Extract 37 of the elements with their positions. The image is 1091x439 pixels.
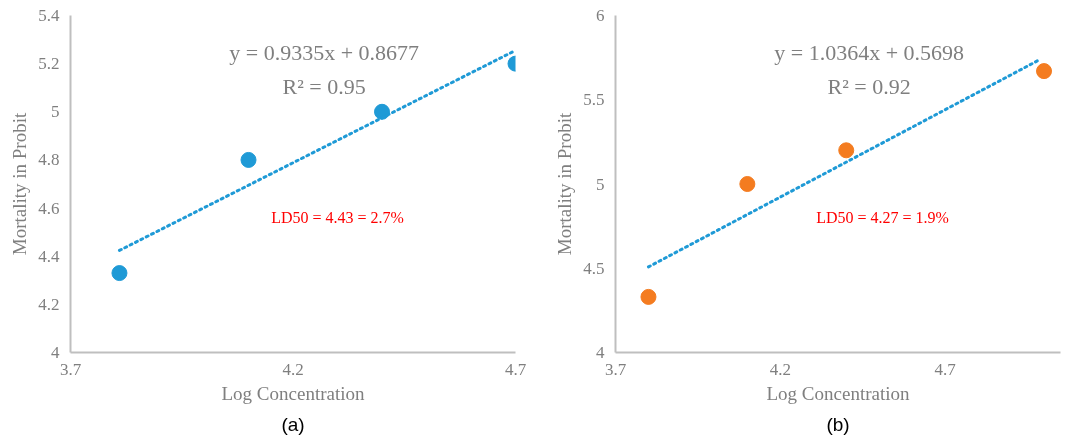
y-tick-label: 4.2 <box>38 294 60 314</box>
y-tick-label: 5 <box>51 102 60 122</box>
y-tick-label: 5 <box>596 174 605 194</box>
y-tick-label: 4 <box>51 343 60 362</box>
text: (b) <box>826 413 850 435</box>
y-tick-label: 5.5 <box>583 90 605 110</box>
x-axis-title: Log Concentration <box>221 382 365 404</box>
annotation: y = 0.9335x + 0.8677 <box>229 40 420 66</box>
y-tick-label: 4.4 <box>38 246 60 266</box>
y-axis-title: Mortality in Probit <box>9 112 31 256</box>
x-tick-label: 3.7 <box>59 359 82 379</box>
point <box>838 142 855 159</box>
text: (a) <box>281 413 305 435</box>
point <box>240 151 257 168</box>
x-tick-label: 3.7 <box>604 359 627 379</box>
y-tick-label: 4 <box>596 343 605 362</box>
annotation: LD50 = 4.43 = 2.7% <box>271 209 404 227</box>
x-tick-label: 4.2 <box>769 359 791 379</box>
x-axis-title: Log Concentration <box>766 382 910 404</box>
y-tick-label: 5.2 <box>38 54 60 74</box>
annotation: y = 1.0364x + 0.5698 <box>774 40 965 66</box>
annotation: R² = 0.95 <box>282 73 366 99</box>
x-tick-label: 4.7 <box>934 359 957 379</box>
point <box>640 288 657 305</box>
x-tick-label: 4.2 <box>282 359 304 379</box>
point <box>739 176 756 192</box>
annotation: LD50 = 4.27 = 1.9% <box>816 209 949 227</box>
annotation: R² = 0.92 <box>827 73 911 99</box>
y-tick-label: 4.8 <box>38 150 60 170</box>
x-tick-label: 4.7 <box>504 359 527 379</box>
y-axis-title: Mortality in Probit <box>554 112 576 256</box>
point <box>1036 63 1053 80</box>
y-tick-label: 5.4 <box>38 6 60 25</box>
y-tick-label: 4.6 <box>38 198 60 218</box>
point <box>111 265 128 282</box>
y-tick-label: 6 <box>596 6 605 25</box>
y-tick-label: 4.5 <box>583 258 605 278</box>
